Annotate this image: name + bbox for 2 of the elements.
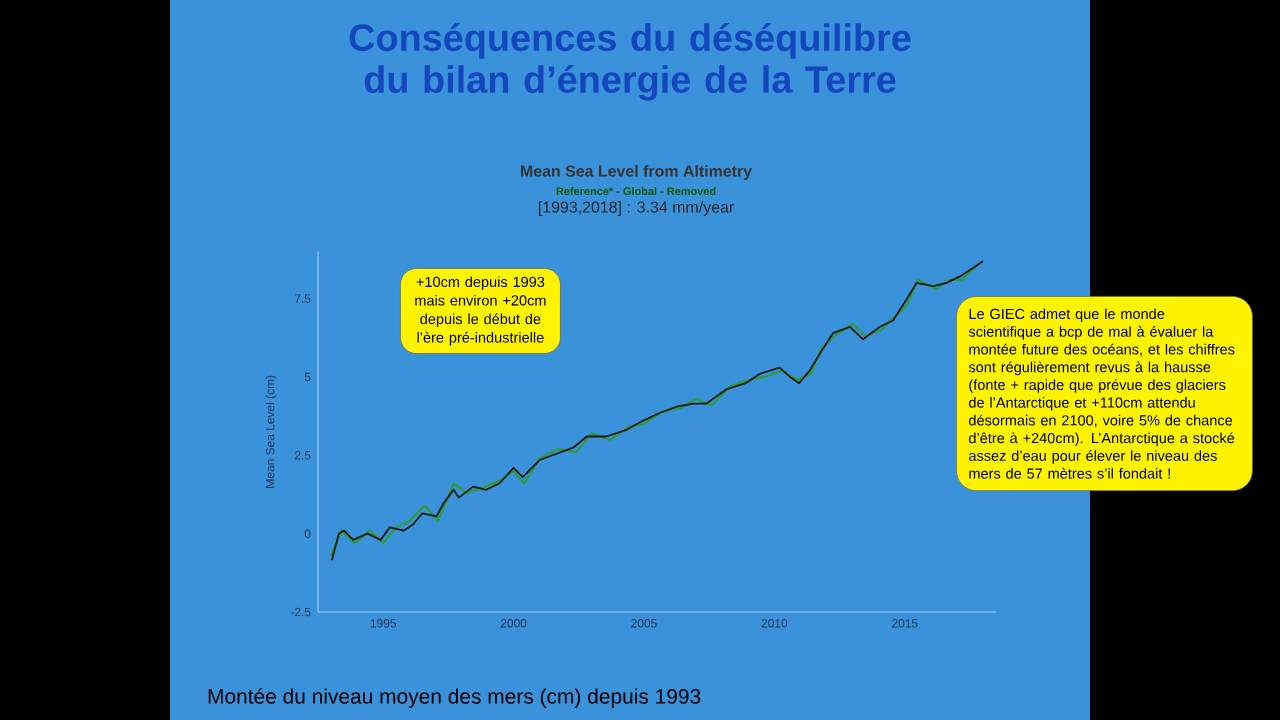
text: Conséquences du déséquilibre du bilan d’énergie de la Terre bbox=[349, 23, 911, 101]
text: Montée du niveau moyen des mers (cm) depuis 1993 bbox=[208, 688, 701, 708]
